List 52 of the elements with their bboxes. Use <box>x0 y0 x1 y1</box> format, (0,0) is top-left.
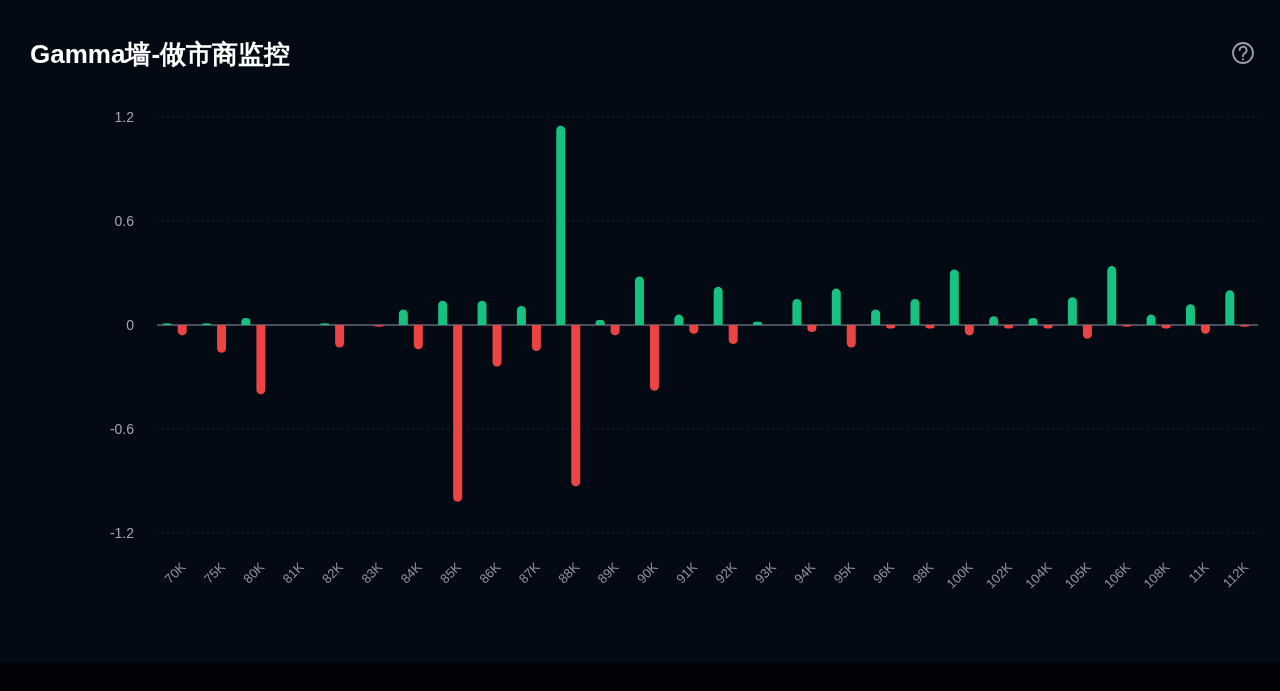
bar <box>531 325 541 351</box>
y-tick-label: -1.2 <box>109 525 135 541</box>
x-tick-label: 70K <box>161 559 189 587</box>
x-tick-label: 83K <box>358 559 386 587</box>
bar <box>217 325 227 353</box>
x-tick-label: 98K <box>909 559 937 587</box>
x-tick-label: 85K <box>437 559 465 587</box>
chart-title: Gamma墙-做市商监控 <box>30 39 291 69</box>
bar <box>634 276 644 325</box>
bar <box>831 288 841 325</box>
bar <box>713 286 723 325</box>
bar <box>571 325 581 487</box>
x-tick-label: 92K <box>712 559 740 587</box>
bar <box>477 300 487 325</box>
bar <box>949 269 959 325</box>
x-tick-label: 11K <box>1185 559 1213 586</box>
x-tick-label: 82K <box>319 559 347 587</box>
x-tick-label: 94K <box>791 559 819 587</box>
x-tick-label: 89K <box>594 559 622 587</box>
bar <box>438 300 448 325</box>
bar <box>1107 266 1117 325</box>
bar <box>516 305 526 325</box>
x-tick-label: 90K <box>633 559 662 587</box>
x-tick-label: 84K <box>397 559 425 587</box>
y-tick-label: 0 <box>126 317 135 333</box>
bar <box>1225 290 1235 325</box>
bar <box>453 325 463 502</box>
x-tick-label: 96K <box>870 559 898 587</box>
bar <box>413 325 423 350</box>
bar <box>256 325 266 395</box>
bar <box>649 325 659 391</box>
x-tick-label: 88K <box>555 559 583 587</box>
x-tick-label: 95K <box>830 559 858 587</box>
bar <box>846 325 856 348</box>
x-tick-label: 91K <box>673 559 701 587</box>
y-tick-label: -0.6 <box>109 421 135 437</box>
x-tick-label: 87K <box>515 559 544 587</box>
y-tick-label: 0.6 <box>114 213 135 229</box>
x-tick-label: 86K <box>476 559 504 587</box>
bar <box>728 325 738 345</box>
bar <box>335 325 345 348</box>
x-tick-label: 81K <box>279 559 307 587</box>
x-tick-label: 75K <box>200 559 229 587</box>
y-tick-label: 1.2 <box>114 109 135 125</box>
x-tick-label: 93K <box>751 559 780 587</box>
bar <box>1067 297 1077 325</box>
x-tick-label: 80K <box>240 559 268 587</box>
bar <box>792 299 802 325</box>
bar <box>492 325 502 367</box>
bar <box>1185 304 1195 325</box>
bar <box>556 125 566 325</box>
bar <box>910 299 920 325</box>
